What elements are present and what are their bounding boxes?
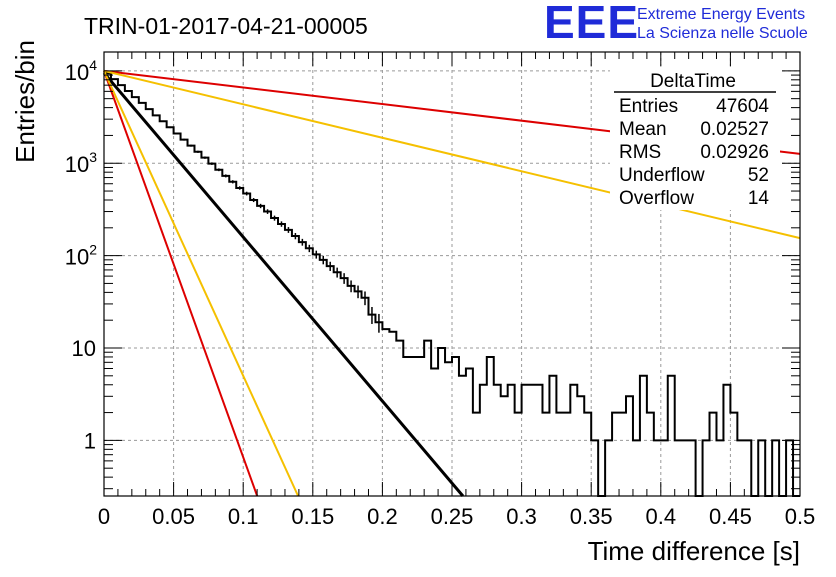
stats-value: 14: [748, 188, 770, 209]
fit-line: [103, 70, 259, 497]
stats-value: 0.02527: [700, 119, 769, 140]
stats-label: RMS: [619, 142, 661, 163]
logo-line1: Extreme Energy Events: [637, 6, 806, 23]
y-tick-label: 102: [65, 242, 97, 270]
stats-value: 52: [748, 165, 769, 186]
stats-label: Underflow: [619, 165, 705, 186]
stats-label: Entries: [619, 96, 678, 117]
x-tick-label: 0.35: [570, 504, 613, 529]
stats-box: DeltaTime Entries 47604 Mean 0.02527 RMS 0.029…: [610, 70, 780, 210]
x-tick-label: 0.3: [506, 504, 537, 529]
x-tick-label: 0.1: [228, 504, 259, 529]
y-axis: 1 10 102 103 104: [65, 57, 800, 490]
x-tick-label: 0.45: [709, 504, 752, 529]
y-tick-label: 1: [84, 428, 96, 453]
stats-value: 0.02926: [700, 142, 769, 163]
histogram-step-line: [104, 72, 800, 497]
stats-name: DeltaTime: [650, 71, 736, 92]
fit-line: [103, 70, 299, 497]
y-axis-label: Entries/bin: [10, 40, 40, 163]
histogram-bars: [104, 72, 800, 497]
x-tick-label: 0.2: [367, 504, 398, 529]
x-tick-label: 0: [98, 504, 110, 529]
eee-logo: EEE Extreme Energy Events La Scienza nel…: [540, 0, 836, 48]
y-tick-label: 10: [72, 336, 96, 361]
fit-line: [103, 69, 801, 240]
x-tick-label: 0.4: [646, 504, 677, 529]
x-tick-label: 0.05: [152, 504, 195, 529]
stats-value: 47604: [716, 96, 769, 117]
stats-label: Overflow: [619, 188, 694, 209]
x-axis-label: Time difference [s]: [588, 536, 800, 566]
x-tick-label: 0.5: [785, 504, 816, 529]
y-tick-label: 103: [65, 149, 97, 177]
y-tick-label: 104: [65, 57, 97, 85]
chart-title: TRIN-01-2017-04-21-00005: [84, 13, 368, 39]
stats-label: Mean: [619, 119, 667, 140]
logo-line2: La Scienza nelle Scuole: [637, 25, 808, 42]
x-axis: 0 0.05 0.1 0.15 0.2 0.25 0.3 0.35 0.4 0.45 0.5: [98, 52, 815, 529]
fit-line: [102, 71, 465, 497]
logo-letters: EEE: [544, 0, 640, 48]
x-tick-label: 0.25: [431, 504, 474, 529]
x-tick-label: 0.15: [291, 504, 334, 529]
stats-box-bg: [610, 70, 780, 210]
